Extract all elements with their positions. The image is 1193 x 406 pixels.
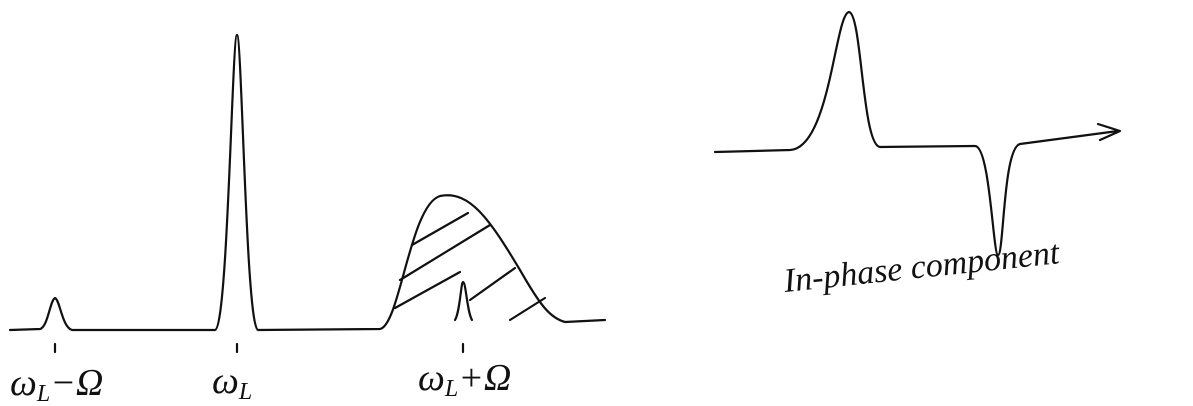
label-base: ω xyxy=(10,362,37,404)
label-base: ω xyxy=(212,360,239,402)
caption: In-phase component xyxy=(781,234,1063,300)
label-sub: L xyxy=(444,376,458,402)
spectrum-curve xyxy=(10,35,605,330)
in-phase-curve xyxy=(715,12,1118,255)
label-sub: L xyxy=(36,381,50,406)
label-sub: L xyxy=(238,379,252,405)
label: ωL+Ω xyxy=(418,357,511,402)
diagram: ωL−Ω ωL ωL+Ω In-phase component xyxy=(0,0,1193,406)
label-base: ω xyxy=(418,357,445,399)
label: ωL−Ω xyxy=(10,362,103,406)
small-peak xyxy=(455,282,472,320)
label-rest: +Ω xyxy=(458,357,511,399)
label-rest: −Ω xyxy=(50,362,103,404)
label: ωL xyxy=(212,360,252,405)
